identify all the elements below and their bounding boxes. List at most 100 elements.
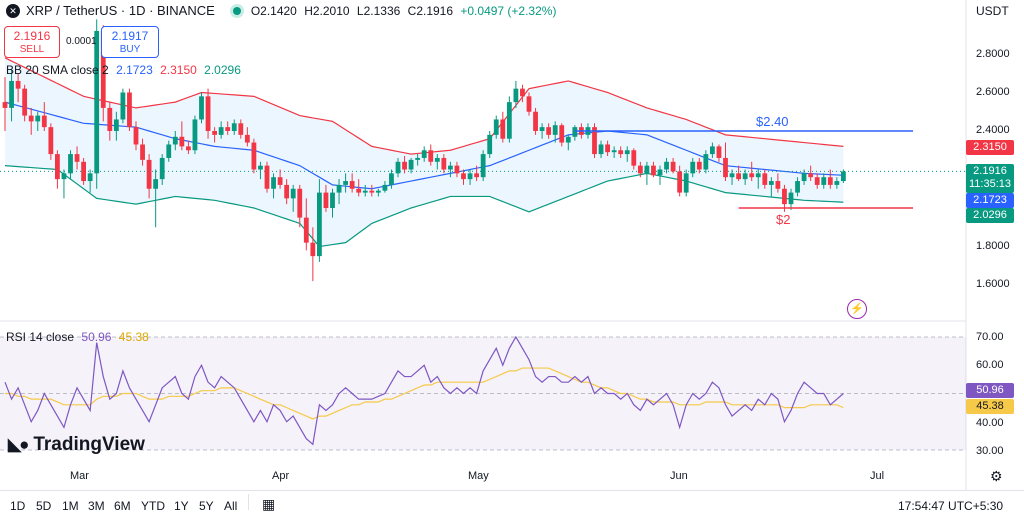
- candle-body: [81, 161, 86, 182]
- rsi-value-tag: 50.96: [966, 383, 1014, 398]
- price-tick: 2.6000: [976, 86, 1010, 98]
- candle-body: [651, 165, 656, 176]
- candle-body: [428, 150, 434, 162]
- candle-body: [644, 165, 650, 174]
- candle-body: [834, 181, 840, 185]
- candle-body: [782, 188, 787, 205]
- candle-body: [336, 184, 342, 193]
- candle-body: [533, 111, 538, 131]
- calendar-icon[interactable]: ▦: [262, 496, 276, 512]
- candle-body: [225, 127, 231, 131]
- bb-legend-basis: 2.1723: [116, 63, 153, 77]
- rsi-legend-ma: 45.38: [118, 330, 149, 344]
- market-status-icon: [232, 6, 241, 15]
- candle-body: [729, 173, 735, 178]
- candle-body: [775, 181, 781, 189]
- candle-body: [133, 127, 139, 145]
- candle-body: [402, 161, 407, 170]
- candle-body: [310, 242, 316, 257]
- candle-body: [395, 161, 401, 174]
- candle-body: [74, 154, 80, 162]
- candle-body: [827, 177, 833, 185]
- candle-body: [389, 173, 394, 185]
- candle-body: [68, 154, 73, 174]
- sell-button[interactable]: 2.1916 SELL: [4, 26, 60, 58]
- lightning-icon[interactable]: ⚡: [847, 299, 867, 319]
- candle-body: [107, 107, 113, 131]
- price-tick: 1.6000: [976, 278, 1010, 290]
- bb-legend[interactable]: BB 20 SMA close 2 2.1723 2.3150 2.0296: [6, 63, 241, 77]
- tradingview-wordmark: TradingView: [33, 434, 145, 455]
- timeframe-1d[interactable]: 1D: [10, 499, 26, 513]
- candle-body: [35, 115, 41, 122]
- rsi-ma-tag: 45.38: [966, 399, 1014, 414]
- timeframe-1y[interactable]: 1Y: [174, 499, 189, 513]
- rsi-legend[interactable]: RSI 14 close 50.96 45.38: [6, 330, 149, 344]
- candle-body: [264, 165, 270, 189]
- symbol-title[interactable]: XRP / TetherUS · 1D · BINANCE: [26, 3, 215, 18]
- ohlc-low: L2.1336: [356, 3, 401, 18]
- candle-body: [801, 173, 807, 182]
- candle-body: [349, 181, 355, 189]
- candle-body: [238, 123, 244, 135]
- candle-body: [480, 154, 486, 178]
- last-price-tag: 2.1916 11:35:13: [966, 164, 1014, 193]
- support-label: $2: [776, 212, 791, 227]
- time-tick: Jul: [870, 470, 885, 482]
- timeframe-6m[interactable]: 6M: [114, 499, 131, 513]
- bottom-toolbar: [0, 490, 1024, 517]
- ohlc-open: O2.1420: [250, 3, 297, 18]
- candle-body: [703, 154, 709, 170]
- candle-body: [9, 80, 14, 108]
- timeframe-5d[interactable]: 5D: [36, 499, 52, 513]
- candle-body: [520, 88, 525, 97]
- candle-body: [664, 161, 669, 170]
- candle-body: [231, 123, 237, 131]
- bb-legend-upper: 2.3150: [160, 63, 197, 77]
- candle-body: [637, 165, 643, 174]
- timeframe-5y[interactable]: 5Y: [199, 499, 214, 513]
- candle-body: [454, 165, 460, 174]
- rsi-tick: 70.00: [976, 331, 1004, 343]
- last-price-value: 2.1916: [973, 165, 1007, 177]
- candle-body: [192, 119, 198, 151]
- candle-body: [814, 177, 820, 185]
- price-chart[interactable]: [0, 0, 1024, 490]
- time-tick: May: [468, 470, 489, 482]
- rsi-tick: 30.00: [976, 445, 1004, 457]
- candle-body: [493, 119, 499, 135]
- candle-body: [768, 181, 774, 185]
- settings-icon[interactable]: ⚙: [990, 468, 1003, 484]
- candle-body: [821, 177, 827, 185]
- currency-selector[interactable]: USDT: [976, 4, 1009, 18]
- candle-body: [179, 136, 185, 147]
- ohlc-high: H2.2010: [304, 3, 350, 18]
- candle-body: [2, 102, 8, 108]
- timeframe-3m[interactable]: 3M: [88, 499, 105, 513]
- timeframe-ytd[interactable]: YTD: [141, 499, 165, 513]
- candle-body: [598, 144, 604, 155]
- buy-price: 2.1917: [111, 29, 149, 43]
- rsi-legend-value: 50.96: [81, 330, 112, 344]
- bb-upper-tag: 2.3150: [966, 140, 1014, 155]
- candle-body: [369, 190, 375, 193]
- sell-price: 2.1916: [13, 29, 51, 43]
- candle-body: [146, 159, 152, 189]
- candle-body: [87, 173, 93, 182]
- candle-body: [244, 134, 250, 143]
- price-tick: 1.8000: [976, 240, 1010, 252]
- candle-body: [277, 177, 283, 185]
- candle-body: [506, 102, 512, 139]
- bb-legend-lower: 2.0296: [204, 63, 241, 77]
- candle-body: [186, 146, 191, 151]
- timeframe-all[interactable]: All: [224, 499, 238, 513]
- candle-body: [474, 173, 479, 178]
- buy-label: BUY: [119, 44, 141, 55]
- candle-body: [258, 165, 263, 170]
- clock-readout[interactable]: 17:54:47 UTC+5:30: [898, 499, 1004, 513]
- candle-body: [48, 127, 54, 155]
- buy-button[interactable]: 2.1917 BUY: [101, 26, 159, 58]
- candle-body: [552, 125, 558, 135]
- timeframe-1m[interactable]: 1M: [62, 499, 79, 513]
- xrp-logo-icon: ✕: [6, 3, 20, 18]
